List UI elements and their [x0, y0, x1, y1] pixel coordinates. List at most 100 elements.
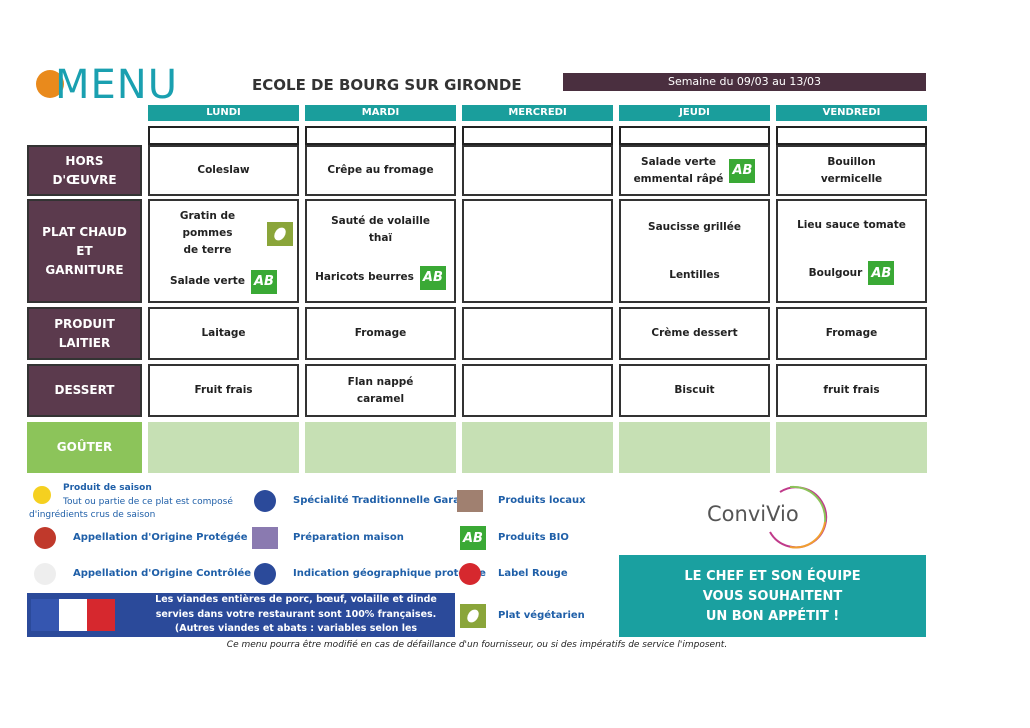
dish-text: Boulgour — [809, 265, 863, 282]
dish-text: Crème dessert — [651, 325, 737, 342]
footer: Ce menu pourra être modifié en cas de dé… — [226, 640, 728, 650]
dish-text: Haricots beurres — [315, 269, 414, 286]
menu-cell: Crêpe au fromage — [305, 145, 456, 196]
menu-cell — [462, 422, 613, 473]
dish-text: Fromage — [826, 325, 878, 342]
dish: Coleslaw — [154, 162, 293, 179]
dish-text: Gratin de pommes de terre — [154, 208, 261, 259]
flag-cow — [31, 599, 59, 631]
dish: Crème dessert — [625, 325, 764, 342]
dish-text: Laitage — [201, 325, 245, 342]
row-label: DESSERT — [27, 364, 142, 417]
dish: Salade verte AB — [154, 269, 293, 294]
legend-icon — [34, 527, 56, 549]
dish-line: Boulgour — [808, 266, 863, 279]
day-header: JEUDI — [619, 105, 770, 121]
dish-line: fruit frais — [823, 384, 880, 396]
blank-cell — [305, 126, 456, 145]
menu-cell: Sauté de volaille thaï Haricots beurres AB — [305, 199, 456, 303]
dish-line: Bouillon — [827, 155, 876, 168]
legend-icon: AB — [460, 526, 486, 550]
bio-icon: AB — [460, 526, 486, 550]
day-header: LUNDI — [148, 105, 299, 121]
row-label: GOÛTER — [27, 422, 142, 473]
menu-cell — [776, 422, 927, 473]
sun-icon — [33, 486, 51, 504]
blank-cell — [148, 126, 299, 145]
chef-line: UN BON APPÉTIT ! — [705, 609, 840, 624]
menu-cell: Saucisse grillée Lentilles — [619, 199, 770, 303]
legend-title: Produit de saison — [63, 483, 152, 493]
menu-cell: Laitage — [148, 307, 299, 360]
dish-text: Lieu sauce tomate — [797, 217, 906, 234]
dish-line: Laitage — [201, 327, 246, 339]
dish-line: Lentilles — [669, 268, 720, 281]
dish: Boulgour AB — [782, 261, 921, 286]
dish: Salade verte emmental râpé AB — [625, 154, 764, 188]
dish: Gratin de pommes de terre — [154, 208, 293, 259]
logo: MENU — [55, 62, 178, 108]
week-bar: Semaine du 09/03 au 13/03 — [563, 73, 926, 91]
dish-line: thaï — [368, 231, 393, 244]
menu-cell: Fruit frais — [148, 364, 299, 417]
menu-cell: Fromage — [776, 307, 927, 360]
dish: Laitage — [154, 325, 293, 342]
day-header: VENDREDI — [776, 105, 927, 121]
dish-line: Saucisse grillée — [648, 220, 741, 233]
legend-icon — [459, 563, 481, 585]
dish: Crêpe au fromage — [311, 162, 450, 179]
legend-text: Plat végétarien — [498, 610, 585, 621]
day-header: MERCREDI — [462, 105, 613, 121]
menu-cell: Lieu sauce tomate Boulgour AB — [776, 199, 927, 303]
dish-line: Gratin de pommes — [179, 210, 236, 240]
menu-cell — [462, 199, 613, 303]
legend-icon — [254, 490, 276, 512]
dish-line: Haricots beurres — [315, 271, 414, 283]
meat-banner: Les viandes entières de porc, bœuf, vola… — [155, 594, 437, 649]
dish-text: Fruit frais — [194, 382, 252, 399]
menu-cell: Crème dessert — [619, 307, 770, 360]
dish-text: Salade verte — [170, 273, 245, 290]
legend-icon — [34, 563, 56, 585]
dish-line: Salade verte — [641, 155, 716, 168]
brand-swirl — [769, 485, 828, 549]
bio-icon: AB — [250, 269, 277, 294]
menu-cell: Biscuit — [619, 364, 770, 417]
dish-text: Flan nappé caramel — [348, 374, 414, 408]
dish-line: caramel — [356, 392, 405, 405]
chef-line: VOUS SOUHAITENT — [702, 589, 843, 604]
menu-cell: Gratin de pommes de terre Salade verte AB — [148, 199, 299, 303]
legend-text: Produits BIO — [498, 532, 569, 543]
dish-text: Lentilles — [669, 267, 719, 284]
dish-line: Salade verte — [170, 275, 245, 288]
dish: Fromage — [782, 325, 921, 342]
menu-cell — [148, 422, 299, 473]
bio-icon: AB — [419, 265, 446, 290]
meat-banner-bg: Les viandes entières de porc, bœuf, vola… — [27, 593, 455, 649]
flag-pig — [87, 599, 115, 631]
dish-line: Crêpe au fromage — [327, 164, 434, 176]
dish: Sauté de volaille thaï — [311, 213, 450, 247]
dish-line: Fromage — [354, 327, 407, 339]
dish-text: Coleslaw — [197, 162, 249, 179]
dish: fruit frais — [782, 382, 921, 399]
dish: Lieu sauce tomate — [782, 217, 921, 234]
dish: Biscuit — [625, 382, 764, 399]
dish-line: Fromage — [825, 327, 878, 339]
legend-text: Label Rouge — [498, 568, 568, 579]
legend-text: Appellation d'Origine Contrôlée — [73, 568, 252, 579]
menu-cell — [619, 422, 770, 473]
row-label: PRODUIT LAITIER — [27, 307, 142, 360]
chef-line: LE CHEF ET SON ÉQUIPE — [684, 569, 861, 584]
dish-line: Coleslaw — [197, 164, 250, 176]
veg-icon — [460, 604, 486, 628]
dish-text: Salade verte emmental râpé — [634, 154, 724, 188]
bio-icon: AB — [868, 261, 895, 286]
dish-line: Fruit frais — [194, 384, 253, 396]
dish-text: Saucisse grillée — [648, 219, 741, 236]
dish: Lentilles — [625, 267, 764, 284]
dish-text: Sauté de volaille thaï — [331, 213, 430, 247]
legend-text: Produits locaux — [498, 495, 586, 506]
dish-text: fruit frais — [823, 382, 879, 399]
